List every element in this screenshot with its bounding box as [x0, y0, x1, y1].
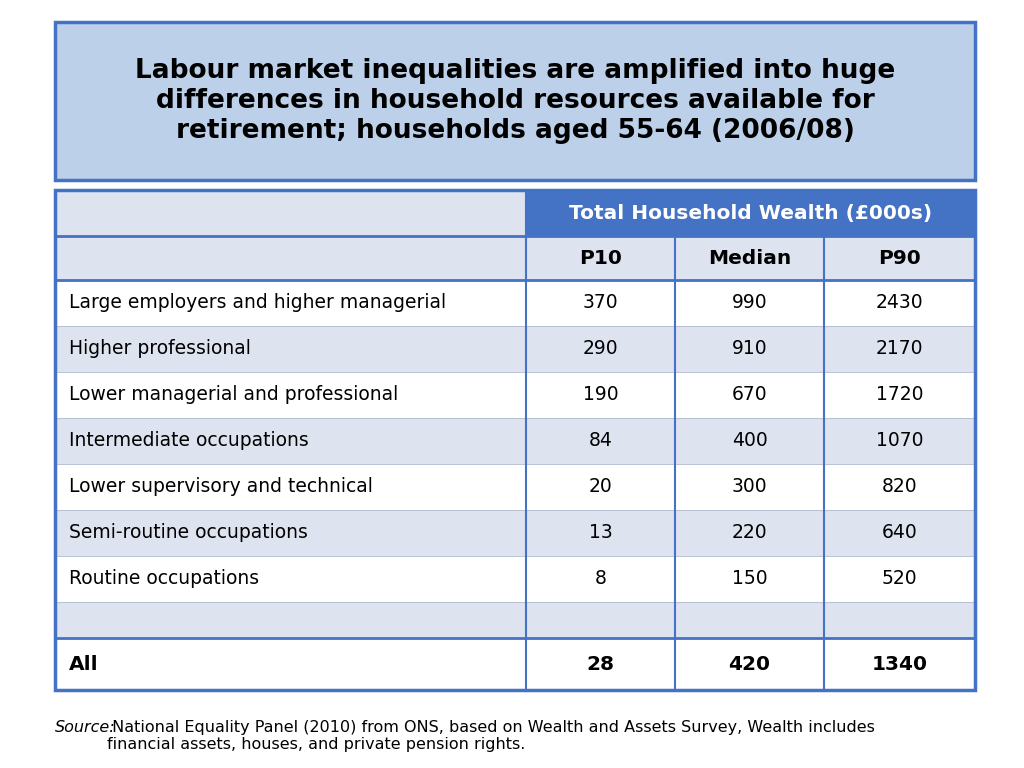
Text: 84: 84: [589, 432, 612, 451]
Text: 420: 420: [728, 654, 770, 674]
Text: Lower supervisory and technical: Lower supervisory and technical: [69, 478, 373, 496]
Bar: [55, 556, 975, 602]
Text: 28: 28: [587, 654, 614, 674]
Bar: [55, 190, 975, 690]
Text: 1070: 1070: [876, 432, 924, 451]
Text: 820: 820: [882, 478, 918, 496]
Text: All: All: [69, 654, 98, 674]
Text: Total Household Wealth (£000s): Total Household Wealth (£000s): [569, 204, 932, 223]
Text: 640: 640: [882, 524, 918, 542]
Bar: [55, 510, 975, 556]
Text: 2430: 2430: [876, 293, 924, 313]
Text: Labour market inequalities are amplified into huge
differences in household reso: Labour market inequalities are amplified…: [135, 58, 895, 144]
Bar: [55, 190, 975, 690]
Text: 220: 220: [732, 524, 767, 542]
Text: 910: 910: [732, 339, 767, 359]
Bar: [55, 236, 975, 280]
Text: 20: 20: [589, 478, 612, 496]
Bar: [55, 372, 975, 418]
Text: 1340: 1340: [871, 654, 928, 674]
Text: 300: 300: [732, 478, 767, 496]
Text: Large employers and higher managerial: Large employers and higher managerial: [69, 293, 446, 313]
Text: Intermediate occupations: Intermediate occupations: [69, 432, 309, 451]
Text: Source:: Source:: [55, 720, 116, 735]
Text: 8: 8: [595, 570, 606, 588]
Text: Lower managerial and professional: Lower managerial and professional: [69, 386, 398, 405]
Bar: [55, 602, 975, 638]
Text: P10: P10: [579, 249, 622, 267]
Text: 190: 190: [583, 386, 618, 405]
Text: Semi-routine occupations: Semi-routine occupations: [69, 524, 308, 542]
Text: 990: 990: [732, 293, 767, 313]
Bar: [55, 22, 975, 180]
Text: 290: 290: [583, 339, 618, 359]
Text: 13: 13: [589, 524, 612, 542]
Text: National Equality Panel (2010) from ONS, based on Wealth and Assets Survey, Weal: National Equality Panel (2010) from ONS,…: [106, 720, 874, 753]
Text: 150: 150: [732, 570, 767, 588]
Text: 400: 400: [731, 432, 767, 451]
Text: 370: 370: [583, 293, 618, 313]
Bar: [526, 190, 975, 236]
Text: 520: 520: [882, 570, 918, 588]
Bar: [55, 326, 975, 372]
Text: Median: Median: [708, 249, 792, 267]
Bar: [55, 280, 975, 326]
Text: P90: P90: [879, 249, 921, 267]
Text: 2170: 2170: [876, 339, 924, 359]
Bar: [55, 190, 526, 236]
Bar: [55, 638, 975, 690]
Bar: [55, 464, 975, 510]
Text: 1720: 1720: [876, 386, 924, 405]
Bar: [55, 22, 975, 180]
Text: 670: 670: [732, 386, 767, 405]
Text: Routine occupations: Routine occupations: [69, 570, 259, 588]
Bar: [55, 418, 975, 464]
Text: Higher professional: Higher professional: [69, 339, 251, 359]
